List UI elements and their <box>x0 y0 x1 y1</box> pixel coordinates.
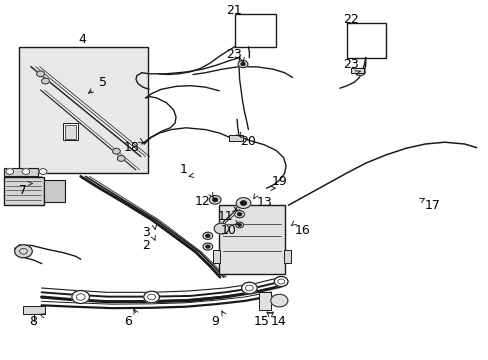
Text: 17: 17 <box>424 199 440 212</box>
Text: 18: 18 <box>124 141 140 154</box>
Circle shape <box>6 168 14 175</box>
Bar <box>62 123 78 140</box>
Circle shape <box>15 245 32 258</box>
Circle shape <box>41 78 49 84</box>
Circle shape <box>205 234 209 237</box>
Text: 20: 20 <box>240 135 256 148</box>
Text: 9: 9 <box>211 315 219 328</box>
Circle shape <box>238 60 247 68</box>
Text: 23: 23 <box>226 48 242 61</box>
Bar <box>219 205 285 274</box>
Text: 11: 11 <box>218 210 233 222</box>
Circle shape <box>214 223 228 234</box>
Circle shape <box>209 195 221 204</box>
Text: 7: 7 <box>19 184 27 197</box>
Text: 14: 14 <box>270 315 286 328</box>
Circle shape <box>241 63 244 66</box>
Text: 12: 12 <box>195 195 210 208</box>
Text: 16: 16 <box>294 224 309 237</box>
Bar <box>350 68 363 73</box>
Circle shape <box>236 198 250 208</box>
Circle shape <box>205 245 209 248</box>
Text: 13: 13 <box>256 196 271 209</box>
Circle shape <box>112 148 120 154</box>
Bar <box>259 292 271 310</box>
Circle shape <box>22 168 30 175</box>
Text: 8: 8 <box>29 315 37 328</box>
Bar <box>43 180 65 202</box>
Bar <box>234 14 276 47</box>
Bar <box>19 47 148 173</box>
Bar <box>4 177 43 205</box>
Circle shape <box>39 168 47 175</box>
Circle shape <box>117 156 125 161</box>
Bar <box>213 250 220 264</box>
Circle shape <box>238 224 241 226</box>
Text: 21: 21 <box>226 4 242 17</box>
Circle shape <box>241 282 257 294</box>
Text: 4: 4 <box>78 33 86 46</box>
Circle shape <box>358 71 362 73</box>
Bar <box>228 135 242 141</box>
Bar <box>23 306 45 314</box>
Text: 5: 5 <box>99 76 106 89</box>
Text: 22: 22 <box>343 13 358 26</box>
Bar <box>4 168 38 176</box>
Circle shape <box>37 71 44 77</box>
Circle shape <box>72 291 89 303</box>
Bar <box>65 125 76 139</box>
Bar <box>284 250 290 264</box>
Circle shape <box>235 222 243 228</box>
Circle shape <box>203 232 212 239</box>
Text: 6: 6 <box>124 315 132 328</box>
Circle shape <box>274 276 287 287</box>
Circle shape <box>234 211 244 218</box>
Circle shape <box>143 291 159 303</box>
Text: 2: 2 <box>142 239 149 252</box>
Circle shape <box>212 198 217 202</box>
Circle shape <box>355 68 365 76</box>
Circle shape <box>240 201 246 205</box>
Text: 10: 10 <box>221 224 236 237</box>
Text: 1: 1 <box>179 163 187 176</box>
Text: 19: 19 <box>271 175 287 188</box>
Text: 15: 15 <box>253 315 269 328</box>
Circle shape <box>237 213 241 216</box>
Circle shape <box>270 294 287 307</box>
Text: 3: 3 <box>142 226 149 239</box>
Bar <box>346 23 386 58</box>
Text: 23: 23 <box>343 58 358 71</box>
Circle shape <box>203 243 212 250</box>
